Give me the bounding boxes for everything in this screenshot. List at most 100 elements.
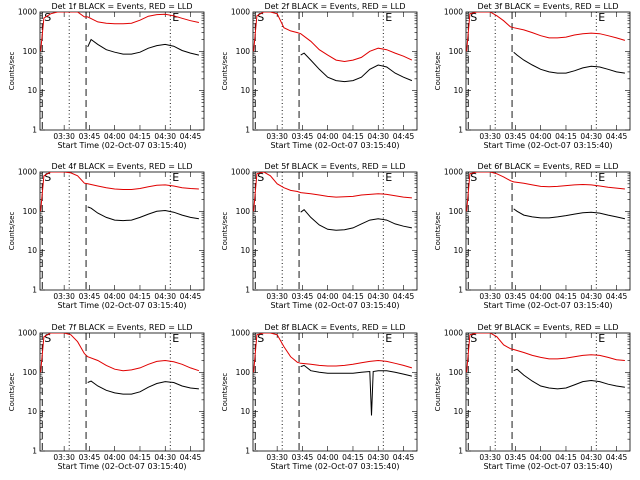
y-tick-label: 1	[245, 126, 250, 135]
y-tick-label: 10	[240, 407, 250, 416]
y-tick-label: 100	[23, 207, 38, 216]
y-tick-label: 100	[236, 47, 251, 56]
chart-panel: Det 5f BLACK = Events, RED = LLD 1 10 100 10…	[221, 162, 418, 310]
time-marker-label: S	[44, 171, 51, 184]
panel-title: Det 3f BLACK = Events, RED = LLD	[477, 2, 618, 11]
x-tick-label: 04:45	[393, 453, 415, 462]
x-tick-label: 04:15	[555, 453, 577, 462]
y-axis-label: Counts/sec	[8, 52, 16, 91]
y-tick-label: 1000	[444, 329, 463, 338]
time-marker-label: S	[257, 332, 264, 345]
y-tick-label: 1	[32, 286, 37, 295]
x-tick-label: 04:00	[530, 453, 552, 462]
x-tick-label: 04:30	[367, 292, 389, 301]
x-tick-label: 04:15	[555, 132, 577, 141]
events-series-line	[87, 38, 200, 56]
time-marker-label: E	[385, 171, 392, 184]
time-marker-label: E	[172, 171, 179, 184]
axes-frame	[39, 332, 205, 452]
x-tick-label: 03:45	[292, 292, 314, 301]
events-series-line	[513, 51, 625, 74]
events-series-line	[300, 52, 413, 83]
y-tick-label: 1000	[444, 168, 463, 177]
x-tick-label: 04:30	[367, 132, 389, 141]
y-axis-label: Counts/sec	[434, 52, 442, 91]
x-tick-label: 04:00	[530, 292, 552, 301]
x-tick-label: 04:15	[342, 453, 364, 462]
axes-frame	[39, 11, 205, 131]
lld-series-line	[466, 12, 626, 52]
y-tick-label: 10	[27, 246, 37, 255]
x-tick-label: 03:45	[79, 292, 101, 301]
time-marker-label: S	[44, 11, 51, 24]
y-tick-label: 1000	[18, 8, 37, 17]
time-marker-label: S	[257, 171, 264, 184]
chart-panel: Det 9f BLACK = Events, RED = LLD 1 10 100 10…	[434, 323, 631, 471]
x-axis-label: Start Time (02-Oct-07 03:15:40)	[483, 141, 612, 150]
events-series-line	[300, 209, 412, 231]
x-tick-label: 03:45	[505, 132, 527, 141]
x-tick-label: 03:30	[53, 292, 75, 301]
x-tick-label: 03:30	[479, 453, 501, 462]
events-series-line	[87, 206, 199, 222]
x-tick-label: 04:45	[606, 453, 628, 462]
lld-series-line	[40, 333, 200, 373]
x-tick-label: 03:45	[79, 453, 101, 462]
lld-series-line	[40, 172, 199, 212]
chart-panel: Det 3f BLACK = Events, RED = LLD 1 10 100 10…	[434, 2, 631, 150]
events-series-line	[87, 380, 199, 395]
axes-frame	[465, 171, 631, 291]
panel-title: Det 2f BLACK = Events, RED = LLD	[264, 2, 405, 11]
x-tick-label: 03:30	[266, 132, 288, 141]
time-marker-label: E	[172, 11, 179, 24]
chart-panel: Det 2f BLACK = Events, RED = LLD 1 10 100 10…	[221, 2, 418, 150]
panel-title: Det 7f BLACK = Events, RED = LLD	[51, 323, 192, 332]
time-marker-label: E	[172, 332, 179, 345]
time-marker-label: E	[598, 11, 605, 24]
x-tick-label: 03:30	[266, 292, 288, 301]
chart-panel: Det 7f BLACK = Events, RED = LLD 1 10 100 10…	[8, 323, 205, 471]
x-tick-label: 04:00	[104, 292, 126, 301]
events-series-line	[513, 208, 626, 220]
y-tick-label: 100	[449, 47, 464, 56]
y-tick-label: 10	[453, 86, 463, 95]
panel-title: Det 5f BLACK = Events, RED = LLD	[264, 162, 405, 171]
x-tick-label: 04:15	[555, 292, 577, 301]
x-tick-label: 04:45	[393, 132, 415, 141]
x-tick-label: 04:00	[317, 292, 339, 301]
x-tick-label: 04:45	[606, 132, 628, 141]
lld-series-line	[466, 172, 625, 212]
y-tick-label: 1000	[18, 168, 37, 177]
x-tick-label: 04:30	[580, 292, 602, 301]
events-series-line	[300, 364, 413, 416]
x-tick-label: 04:30	[580, 132, 602, 141]
y-axis-label: Counts/sec	[221, 52, 229, 91]
chart-panel: Det 8f BLACK = Events, RED = LLD 1 10 100 10…	[221, 323, 418, 471]
x-tick-label: 04:45	[180, 292, 202, 301]
y-axis-label: Counts/sec	[434, 373, 442, 412]
time-marker-label: S	[470, 171, 477, 184]
x-tick-label: 04:00	[104, 453, 126, 462]
axes-frame	[465, 11, 631, 131]
panel-title: Det 9f BLACK = Events, RED = LLD	[477, 323, 618, 332]
y-axis-label: Counts/sec	[434, 212, 442, 251]
y-tick-label: 100	[236, 207, 251, 216]
time-marker-label: E	[598, 171, 605, 184]
y-tick-label: 1	[458, 447, 463, 456]
lld-series-line	[253, 172, 412, 212]
chart-panel: Det 4f BLACK = Events, RED = LLD 1 10 100 10…	[8, 162, 205, 310]
x-tick-label: 04:45	[606, 292, 628, 301]
time-marker-label: E	[385, 332, 392, 345]
x-tick-label: 03:30	[266, 453, 288, 462]
time-marker-label: E	[598, 332, 605, 345]
time-marker-label: S	[44, 332, 51, 345]
y-axis-label: Counts/sec	[8, 373, 16, 412]
lld-series-line	[40, 12, 200, 52]
x-axis-label: Start Time (02-Oct-07 03:15:40)	[270, 301, 399, 310]
x-axis-label: Start Time (02-Oct-07 03:15:40)	[57, 141, 186, 150]
y-tick-label: 1	[458, 286, 463, 295]
y-tick-label: 1	[32, 447, 37, 456]
x-axis-label: Start Time (02-Oct-07 03:15:40)	[483, 301, 612, 310]
y-tick-label: 10	[240, 246, 250, 255]
y-tick-label: 10	[240, 86, 250, 95]
